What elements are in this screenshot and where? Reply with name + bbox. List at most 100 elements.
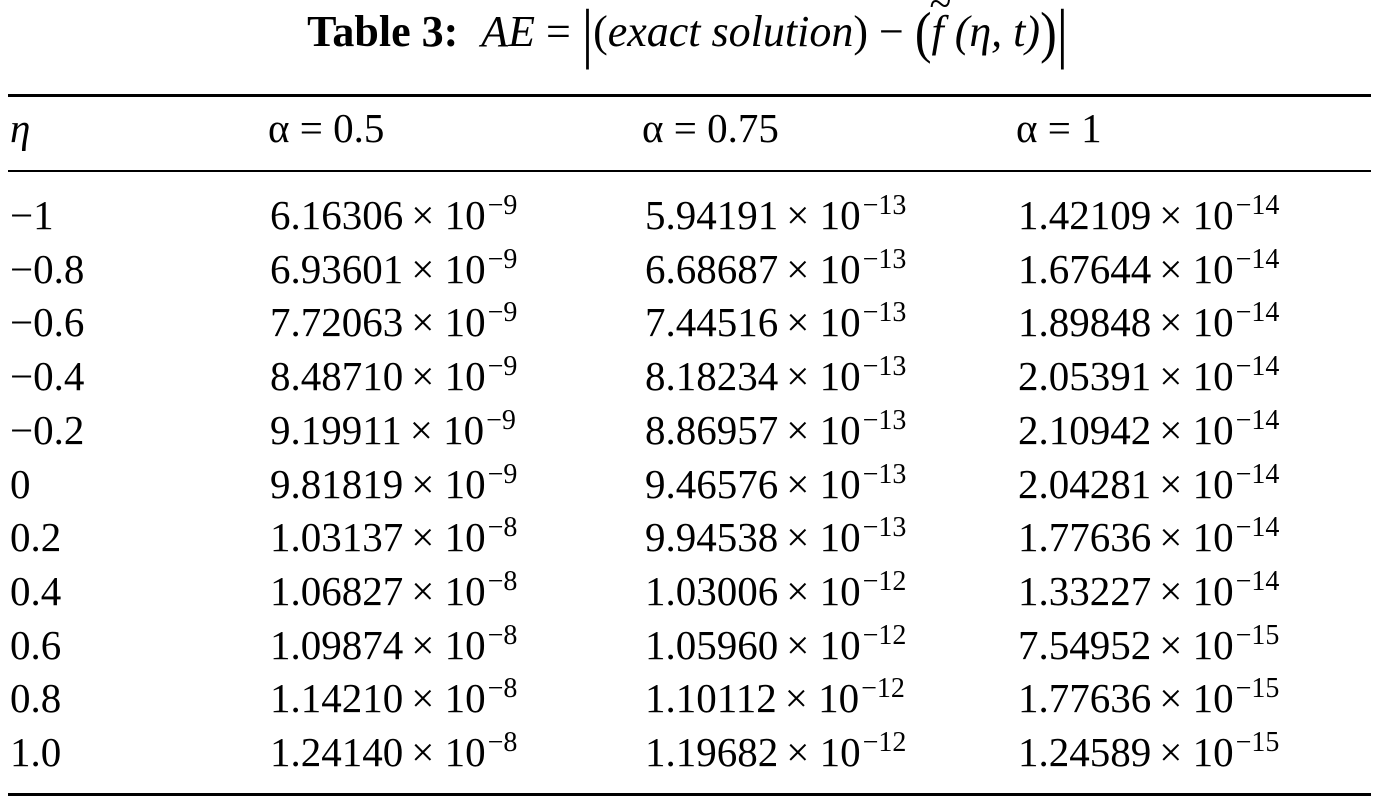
- exponent: −9: [487, 190, 518, 221]
- value-cell: 8.48710 × 10−9: [270, 349, 517, 403]
- mantissa: 1.24140: [270, 729, 404, 775]
- exponent: −8: [487, 619, 518, 651]
- value-cell: 9.94538 × 10−13: [645, 510, 906, 564]
- value-cell: 6.16306 × 10−9: [270, 188, 517, 242]
- mantissa: 7.72063: [270, 299, 404, 346]
- value-cell: 9.19911 × 10−9: [270, 403, 516, 457]
- value-cell: 7.72063 × 10−9: [270, 295, 517, 349]
- value-cell: 1.77636 × 10−15: [1018, 671, 1279, 725]
- times-ten: × 10: [1159, 675, 1234, 722]
- table-row: 0.6 1.09874 × 10−8 1.05960 × 10−12 7.54952 × 1…: [0, 618, 1375, 672]
- exponent: −14: [1235, 458, 1280, 490]
- mantissa: 9.46576: [645, 460, 779, 507]
- exponent: −9: [487, 458, 518, 490]
- caption-close-paren: ): [853, 7, 868, 56]
- value-cell: 1.03137 × 10−8: [270, 510, 517, 564]
- times-ten: × 10: [411, 621, 486, 668]
- exponent: −13: [862, 351, 907, 383]
- eta-cell: −0.6: [10, 299, 85, 346]
- exponent: −13: [862, 404, 907, 436]
- header-alpha-0-5: α = 0.5: [268, 105, 385, 151]
- exponent: −12: [862, 565, 907, 597]
- times-ten: × 10: [1159, 621, 1234, 668]
- caption-big-open-paren: (: [914, 0, 932, 65]
- eta-cell: 0.6: [10, 621, 62, 668]
- times-ten: × 10: [786, 406, 861, 453]
- times-ten: × 10: [1159, 514, 1234, 561]
- value-cell: 1.33227 × 10−14: [1018, 564, 1279, 618]
- exponent: −12: [862, 727, 907, 758]
- eta-cell: 0.8: [10, 675, 62, 722]
- value-cell: 1.09874 × 10−8: [270, 618, 517, 672]
- mantissa: 2.04281: [1018, 460, 1152, 507]
- times-ten: × 10: [786, 460, 861, 507]
- caption-big-close-paren: ): [1040, 0, 1057, 65]
- mantissa: 8.48710: [270, 353, 404, 400]
- mantissa: 1.24589: [1018, 729, 1152, 775]
- mantissa: 1.19682: [645, 729, 779, 775]
- eta-cell: 1.0: [10, 729, 62, 775]
- mantissa: 1.14210: [270, 675, 404, 722]
- value-cell: 1.19682 × 10−12: [645, 725, 906, 779]
- caption-label: Table 3:: [307, 7, 459, 56]
- exponent: −13: [862, 297, 907, 329]
- caption-f-tilde: f: [929, 0, 951, 64]
- times-ten: × 10: [411, 460, 486, 507]
- times-ten: × 10: [1159, 192, 1234, 238]
- value-cell: 2.04281 × 10−14: [1018, 457, 1279, 511]
- caption-exact-solution: exact solution: [607, 7, 854, 56]
- times-ten: × 10: [411, 192, 486, 238]
- eta-cell: −0.8: [10, 245, 85, 292]
- eta-cell: −0.2: [10, 406, 85, 453]
- exponent: −15: [1235, 673, 1280, 705]
- exponent: −9: [486, 404, 516, 436]
- caption-args: (η, t): [954, 7, 1041, 56]
- top-rule: [8, 94, 1371, 97]
- header-eta: η: [10, 105, 31, 151]
- table-row: 0 9.81819 × 10−9 9.46576 × 10−13 2.04281 × 10−…: [0, 457, 1375, 511]
- value-cell: 8.86957 × 10−13: [645, 403, 906, 457]
- times-ten: × 10: [786, 192, 861, 238]
- eta-cell: 0.4: [10, 567, 62, 614]
- exponent: −8: [487, 512, 518, 544]
- eta-cell: −0.4: [10, 353, 85, 400]
- exponent: −13: [862, 190, 907, 221]
- times-ten: × 10: [786, 729, 861, 775]
- table-row: −0.4 8.48710 × 10−9 8.18234 × 10−13 2.05391 × …: [0, 349, 1375, 403]
- mantissa: 1.77636: [1018, 514, 1152, 561]
- exponent: −8: [487, 565, 518, 597]
- eta-cell: 0: [10, 460, 31, 507]
- caption-equals: =: [546, 7, 571, 56]
- times-ten: × 10: [411, 729, 486, 775]
- times-ten: × 10: [1159, 567, 1234, 614]
- mantissa: 6.68687: [645, 245, 779, 292]
- exponent: −9: [487, 351, 518, 383]
- caption-open-paren: (: [593, 7, 608, 56]
- caption-abs-bar-right: |: [1056, 0, 1068, 72]
- table-row: 0.8 1.14210 × 10−8 1.10112 × 10−12 1.77636 × 1…: [0, 671, 1375, 725]
- value-cell: 1.05960 × 10−12: [645, 618, 906, 672]
- value-cell: 1.10112 × 10−12: [645, 671, 905, 725]
- times-ten: × 10: [1159, 406, 1234, 453]
- mantissa: 2.10942: [1018, 406, 1152, 453]
- value-cell: 1.67644 × 10−14: [1018, 242, 1279, 296]
- exponent: −14: [1235, 243, 1280, 275]
- times-ten: × 10: [411, 675, 486, 722]
- table-row: 0.2 1.03137 × 10−8 9.94538 × 10−13 1.77636 × 1…: [0, 510, 1375, 564]
- value-cell: 5.94191 × 10−13: [645, 188, 906, 242]
- mantissa: 7.54952: [1018, 621, 1152, 668]
- times-ten: × 10: [1159, 729, 1234, 775]
- exponent: −13: [862, 512, 907, 544]
- table-caption: Table 3: AE = |(exact solution) − (f (η,…: [0, 0, 1375, 74]
- times-ten: × 10: [786, 299, 861, 346]
- exponent: −9: [487, 243, 518, 275]
- times-ten: × 10: [411, 514, 486, 561]
- times-ten: × 10: [784, 675, 860, 722]
- exponent: −12: [862, 619, 907, 651]
- value-cell: 1.42109 × 10−14: [1018, 188, 1279, 242]
- value-cell: 2.10942 × 10−14: [1018, 403, 1279, 457]
- mantissa: 1.67644: [1018, 245, 1152, 292]
- eta-cell: 0.2: [10, 514, 62, 561]
- value-cell: 1.14210 × 10−8: [270, 671, 517, 725]
- times-ten: × 10: [786, 567, 861, 614]
